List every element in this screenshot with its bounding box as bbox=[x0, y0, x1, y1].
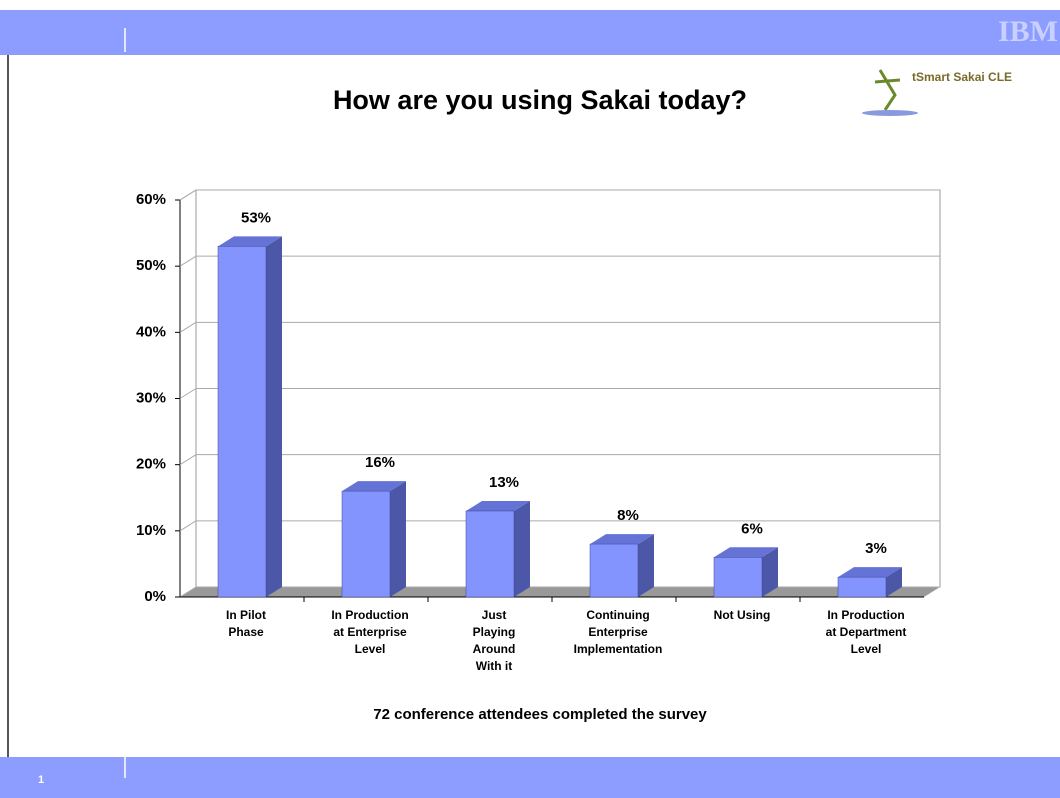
y-tick-label: 50% bbox=[136, 257, 166, 274]
x-tick-label: In Production bbox=[827, 608, 904, 622]
y-tick-label: 20% bbox=[136, 456, 166, 473]
x-tick-label: Level bbox=[851, 642, 882, 656]
bottom-bar bbox=[0, 757, 1060, 798]
bar bbox=[589, 543, 639, 598]
brand-name: tSmart Sakai CLE bbox=[912, 70, 1012, 84]
value-label: 13% bbox=[489, 474, 519, 491]
logo: IBM bbox=[998, 15, 1058, 48]
bar-side bbox=[886, 567, 902, 597]
bar-top bbox=[590, 534, 654, 545]
y-tick-label: 0% bbox=[144, 588, 166, 605]
bar bbox=[217, 246, 267, 598]
bar-top bbox=[342, 481, 406, 492]
y-tick-label: 60% bbox=[136, 191, 166, 208]
grid-line bbox=[179, 586, 197, 598]
y-tick-label: 40% bbox=[136, 323, 166, 340]
x-tick-label: at Enterprise bbox=[333, 625, 407, 639]
top-bar bbox=[0, 10, 1060, 55]
value-label: 16% bbox=[365, 454, 395, 471]
y-tick-label: 30% bbox=[136, 389, 166, 406]
x-tick-label: Phase bbox=[228, 625, 264, 639]
x-tick-label: Implementation bbox=[574, 642, 663, 656]
brand-logo: tSmart Sakai CLE bbox=[862, 69, 1012, 116]
x-tick-label: In Production bbox=[331, 608, 408, 622]
logo-figure bbox=[874, 69, 901, 111]
x-tick-label: With it bbox=[476, 659, 513, 673]
grid-line bbox=[179, 388, 197, 399]
page-number: 1 bbox=[38, 774, 44, 786]
bar-side bbox=[762, 547, 778, 597]
grid-line bbox=[179, 520, 197, 532]
chart-subtitle: 72 conference attendees completed the su… bbox=[373, 706, 707, 723]
bar bbox=[341, 490, 391, 598]
x-tick-label: Continuing bbox=[586, 608, 649, 622]
chart-title: How are you using Sakai today? bbox=[333, 85, 747, 115]
bar-top bbox=[714, 547, 778, 558]
x-tick-label: Level bbox=[355, 642, 386, 656]
logo-swoosh bbox=[862, 110, 918, 116]
bar-top bbox=[838, 567, 902, 578]
y-tick-label: 10% bbox=[136, 522, 166, 539]
value-label: 3% bbox=[865, 540, 887, 557]
grid-line bbox=[179, 189, 197, 201]
value-label: 6% bbox=[741, 520, 763, 537]
x-tick-label: at Department bbox=[826, 625, 907, 639]
bar-side bbox=[514, 500, 530, 597]
x-tick-label: Not Using bbox=[714, 608, 771, 622]
bar bbox=[713, 557, 763, 598]
x-tick-label: Around bbox=[473, 642, 516, 656]
bar bbox=[465, 510, 515, 598]
value-label: 8% bbox=[617, 507, 639, 524]
grid-line bbox=[179, 321, 197, 333]
x-tick-label: In Pilot bbox=[226, 608, 266, 622]
bar-side bbox=[266, 236, 282, 598]
bar-top bbox=[218, 236, 282, 247]
value-label: 53% bbox=[241, 209, 271, 226]
bar-top bbox=[466, 500, 530, 511]
x-tick-label: Enterprise bbox=[588, 625, 648, 639]
x-tick-label: Playing bbox=[473, 625, 516, 639]
floor bbox=[180, 587, 940, 597]
bar bbox=[837, 576, 887, 598]
grid-line bbox=[179, 454, 197, 466]
bar-side bbox=[390, 481, 406, 597]
bar-side bbox=[638, 534, 654, 597]
grid-line bbox=[179, 255, 197, 267]
x-tick-label: Just bbox=[482, 608, 507, 622]
